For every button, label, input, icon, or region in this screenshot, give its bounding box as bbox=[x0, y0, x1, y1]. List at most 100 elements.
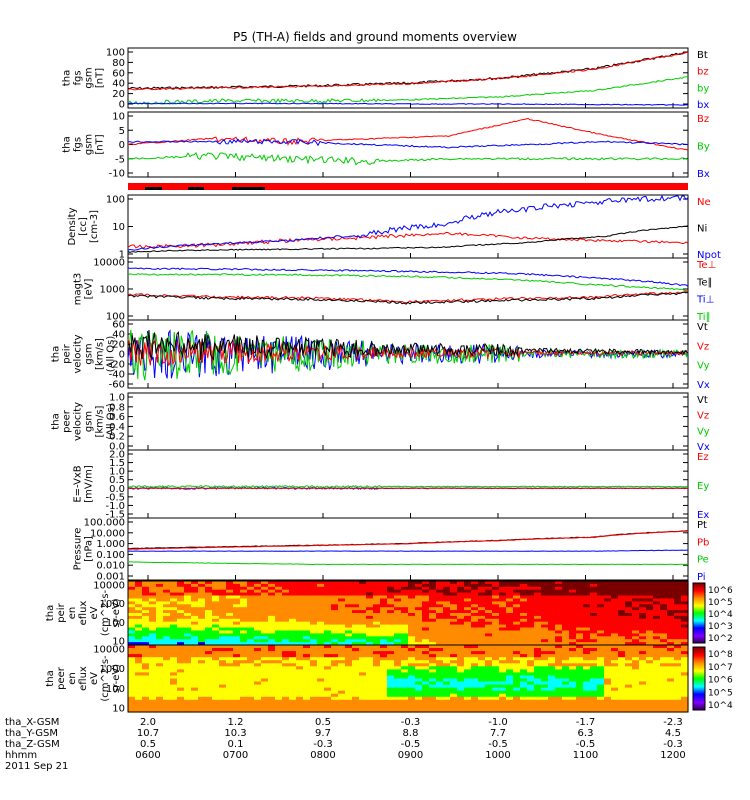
ion-spectrogram-cell bbox=[646, 601, 654, 605]
ion-spectrogram-cell bbox=[163, 621, 171, 626]
electron-spectrogram-cell bbox=[142, 684, 150, 689]
electron-spectrogram-cell bbox=[324, 654, 332, 658]
electron-spectrogram-cell bbox=[422, 678, 430, 683]
electron-spectrogram-cell bbox=[261, 681, 269, 686]
ion-spectrogram-cell bbox=[191, 613, 199, 617]
electron-spectrogram-cell bbox=[191, 672, 199, 676]
ion-spectrogram-cell bbox=[282, 627, 290, 631]
xaxis-y_gsm-label: 8.8 bbox=[403, 728, 419, 739]
electron-spectrogram-cell bbox=[464, 672, 472, 676]
electron-spectrogram-cell bbox=[142, 663, 150, 667]
electron-spectrogram-cell bbox=[471, 663, 479, 667]
ion-spectrogram-cell bbox=[149, 627, 157, 631]
ion-spectrogram-cell bbox=[226, 613, 234, 617]
electron-spectrogram-cell bbox=[142, 681, 150, 686]
panel-9-ylabel-line: en bbox=[67, 607, 78, 620]
panel-2-ylabel: tha fgs gsm [nT] bbox=[62, 134, 106, 155]
ion-spectrogram-cell bbox=[296, 627, 304, 631]
ion-spectrogram-cell bbox=[142, 615, 150, 620]
ion-spectrogram-cell bbox=[555, 642, 563, 646]
ion-spectrogram-cell bbox=[499, 627, 507, 631]
electron-spectrogram-cell bbox=[478, 651, 486, 655]
ion-spectrogram-cell bbox=[331, 621, 339, 626]
electron-spectrogram-cell bbox=[380, 654, 388, 658]
ion-spectrogram-cell bbox=[485, 610, 493, 614]
electron-spectrogram-cell bbox=[436, 666, 444, 670]
panel-9-ylabel-line: peir bbox=[56, 602, 67, 622]
panel-3-legend-2: Npot bbox=[697, 250, 721, 261]
electron-spectrogram-cell bbox=[247, 690, 255, 695]
panel-7-ylabel: E=-VxB [mV/m] bbox=[73, 465, 95, 503]
ion-spectrogram-cell bbox=[142, 586, 150, 591]
ion-spectrogram-cell bbox=[534, 639, 542, 643]
electron-spectrogram-cell bbox=[338, 684, 346, 689]
electron-spectrogram-cell bbox=[156, 702, 164, 707]
ion-spectrogram-cell bbox=[198, 618, 206, 623]
ion-spectrogram-cell bbox=[345, 601, 353, 605]
electron-spectrogram-cell bbox=[184, 663, 192, 667]
ion-spectrogram-cell bbox=[464, 595, 472, 599]
electron-spectrogram-cell bbox=[541, 690, 549, 695]
electron-spectrogram-cell bbox=[429, 684, 437, 689]
ion-spectrogram-cell bbox=[422, 604, 430, 608]
ion-spectrogram-cell bbox=[506, 639, 514, 643]
ion-spectrogram-cell bbox=[499, 610, 507, 614]
electron-spectrogram-cell bbox=[380, 690, 388, 695]
ion-spectrogram-cell bbox=[555, 586, 563, 591]
ion-spectrogram-cell bbox=[128, 586, 136, 591]
electron-spectrogram-cell bbox=[415, 693, 423, 698]
ion-spectrogram-cell bbox=[415, 618, 423, 623]
ion-spectrogram-cell bbox=[387, 583, 395, 588]
ion-spectrogram-cell bbox=[303, 627, 311, 631]
electron-spectrogram-cell bbox=[205, 696, 213, 701]
electron-spectrogram-cell bbox=[163, 657, 171, 661]
electron-spectrogram-cell bbox=[177, 645, 185, 649]
electron-spectrogram-cell bbox=[240, 660, 248, 664]
ion-spectrogram-cell bbox=[366, 613, 374, 617]
ion-spectrogram-cell bbox=[156, 601, 164, 605]
electron-spectrogram-cell bbox=[212, 657, 220, 661]
ion-spectrogram-cell bbox=[527, 598, 535, 602]
ion-spectrogram-cell bbox=[177, 586, 185, 591]
panel-6-legend-3: Vx bbox=[697, 442, 710, 453]
ion-spectrogram-cell bbox=[583, 607, 591, 611]
electron-spectrogram-cell bbox=[443, 660, 451, 664]
electron-spectrogram-cell bbox=[604, 687, 612, 692]
ion-spectrogram-cell bbox=[268, 581, 276, 585]
electron-spectrogram-cell bbox=[492, 672, 500, 676]
electron-spectrogram-cell bbox=[443, 702, 451, 707]
electron-spectrogram-cell bbox=[632, 648, 640, 652]
electron-spectrogram-cell bbox=[128, 657, 136, 661]
electron-spectrogram-cell bbox=[338, 648, 346, 652]
ion-spectrogram-cell bbox=[534, 630, 542, 634]
ion-spectrogram-cell bbox=[569, 583, 577, 588]
electron-spectrogram-cell bbox=[513, 660, 521, 664]
electron-spectrogram-cell bbox=[576, 684, 584, 689]
electron-spectrogram-cell bbox=[163, 702, 171, 707]
electron-spectrogram-cell bbox=[366, 696, 374, 701]
electron-spectrogram-cell bbox=[184, 654, 192, 658]
ion-spectrogram-cell bbox=[681, 642, 689, 646]
ion-spectrogram-cell bbox=[177, 604, 185, 608]
ion-spectrogram-cell bbox=[555, 583, 563, 588]
ion-spectrogram-cell bbox=[268, 595, 276, 599]
electron-spectrogram-cell bbox=[254, 660, 262, 664]
ion-spectrogram-cell bbox=[611, 604, 619, 608]
ion-spectrogram-cell bbox=[534, 610, 542, 614]
panel-9-ylabel-line: tha bbox=[45, 605, 56, 621]
ion-spectrogram-cell bbox=[261, 615, 269, 620]
electron-spectrogram-cell bbox=[646, 672, 654, 676]
electron-spectrogram-cell bbox=[499, 657, 507, 661]
electron-spectrogram-cell bbox=[268, 663, 276, 667]
electron-spectrogram-cell bbox=[499, 687, 507, 692]
electron-spectrogram-cell bbox=[226, 645, 234, 649]
electron-spectrogram-cell bbox=[597, 660, 605, 664]
electron-spectrogram-cell bbox=[464, 657, 472, 661]
electron-spectrogram-cell bbox=[541, 702, 549, 707]
electron-spectrogram-cell bbox=[436, 690, 444, 695]
ion-spectrogram-cell bbox=[387, 581, 395, 585]
electron-spectrogram-cell bbox=[569, 657, 577, 661]
ion-spectrogram-cell bbox=[611, 639, 619, 643]
panel-10-colorbar-label: 10^5 bbox=[708, 688, 733, 698]
ion-spectrogram-cell bbox=[639, 618, 647, 623]
